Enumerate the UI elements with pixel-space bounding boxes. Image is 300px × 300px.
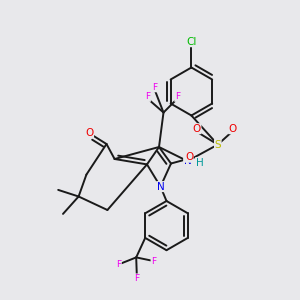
Text: O: O <box>185 152 193 162</box>
Text: F: F <box>116 260 122 269</box>
Text: F: F <box>175 92 180 101</box>
Text: F: F <box>134 274 140 283</box>
Text: F: F <box>151 257 156 266</box>
Text: F: F <box>145 92 151 101</box>
Text: O: O <box>85 128 94 138</box>
Text: N: N <box>157 182 164 192</box>
Text: O: O <box>229 124 237 134</box>
Text: H: H <box>196 158 203 168</box>
Text: F: F <box>152 83 157 92</box>
Text: N: N <box>184 156 191 166</box>
Text: Cl: Cl <box>186 37 197 47</box>
Text: O: O <box>193 124 201 134</box>
Text: S: S <box>214 140 221 150</box>
